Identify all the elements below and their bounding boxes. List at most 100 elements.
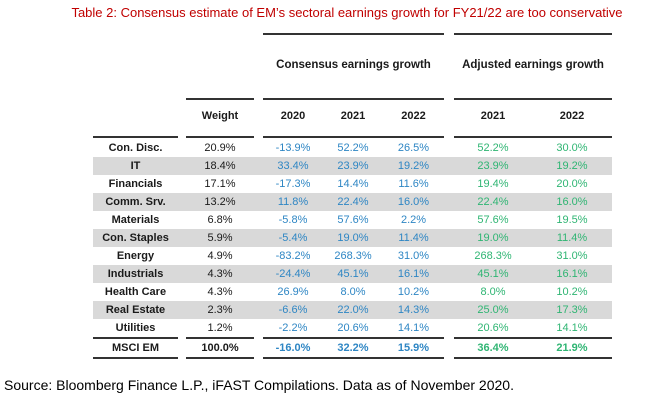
consensus-2021-value: 57.6% xyxy=(337,214,369,226)
consensus-2022-value: 31.0% xyxy=(397,250,430,262)
consensus-2021-value: 22.4% xyxy=(337,196,369,208)
table-title: Table 2: Consensus estimate of EM’s sect… xyxy=(71,5,623,20)
col-header-consensus-2021: 2021 xyxy=(340,110,366,122)
table-body: Con. Disc. 20.9% -13.9% 52.2% 26.5% 52.2… xyxy=(93,139,612,359)
sector-label: Utilities xyxy=(115,322,156,334)
consensus-2021-value: 22.0% xyxy=(337,304,369,316)
adjusted-2022-value: 14.1% xyxy=(556,322,588,334)
weight-value: 18.4% xyxy=(204,160,236,172)
consensus-2022-value: 15.9% xyxy=(397,342,430,354)
weight-value: 20.9% xyxy=(204,142,236,154)
sector-label: Financials xyxy=(108,178,163,190)
adjusted-2021-value: 20.6% xyxy=(477,322,509,334)
totals-bottom-rules xyxy=(93,357,612,359)
weight-value: 17.1% xyxy=(204,178,236,190)
consensus-2022-value: 11.4% xyxy=(398,232,429,244)
sector-label: Comm. Srv. xyxy=(105,196,166,208)
sector-label: Real Estate xyxy=(105,304,166,316)
totals-top-rules xyxy=(93,337,612,339)
group-header-consensus: Consensus earnings growth xyxy=(276,58,431,71)
adjusted-2022-value: 10.2% xyxy=(556,286,588,298)
sector-label: Con. Staples xyxy=(102,232,169,244)
sector-label: IT xyxy=(130,160,141,172)
weight-rule xyxy=(186,136,254,138)
consensus-2022-value: 19.2% xyxy=(397,160,430,172)
table-row: Con. Staples 5.9% -5.4% 19.0% 11.4% 19.0… xyxy=(93,229,612,247)
col-header-consensus-2022: 2022 xyxy=(401,110,426,122)
weight-value: 4.3% xyxy=(207,286,233,298)
sector-rule xyxy=(93,357,178,359)
sector-label: Materials xyxy=(111,214,160,226)
adjusted-2021-value: 36.4% xyxy=(477,342,509,354)
consensus-2021-value: 19.0% xyxy=(337,232,369,244)
consensus-2021-value: 20.6% xyxy=(337,322,369,334)
sector-label: Con. Disc. xyxy=(108,142,163,154)
adjusted-rule xyxy=(454,136,612,138)
consensus-2022-value: 14.1% xyxy=(397,322,430,334)
consensus-2022-value: 14.3% xyxy=(397,304,430,316)
adjusted-2021-value: 22.4% xyxy=(477,196,509,208)
weight-value: 13.2% xyxy=(204,196,236,208)
adjusted-2022-value: 16.1% xyxy=(556,268,588,280)
consensus-rule xyxy=(263,357,444,359)
adjusted-2021-value: 8.0% xyxy=(480,286,506,298)
col-header-adjusted-2022: 2022 xyxy=(559,110,585,122)
weight-value: 100.0% xyxy=(201,342,239,354)
table-row: Financials 17.1% -17.3% 14.4% 11.6% 19.4… xyxy=(93,175,612,193)
consensus-2020-value: 11.8% xyxy=(277,196,309,208)
consensus-2021-value: 32.2% xyxy=(337,342,369,354)
weight-rule xyxy=(186,357,254,359)
adjusted-rule xyxy=(454,357,612,359)
consensus-2021-value: 45.1% xyxy=(337,268,369,280)
sector-rule xyxy=(93,337,178,339)
weight-value: 4.9% xyxy=(207,250,233,262)
sector-label: MSCI EM xyxy=(111,342,160,354)
adjusted-mid-rule xyxy=(454,98,612,100)
adjusted-rule xyxy=(454,337,612,339)
earnings-growth-table: Consensus earnings growth Adjusted earni… xyxy=(93,33,612,359)
consensus-2021-value: 52.2% xyxy=(337,142,369,154)
adjusted-2022-value: 17.3% xyxy=(556,304,588,316)
col-header-consensus-2020: 2020 xyxy=(280,110,306,122)
adjusted-2021-value: 23.9% xyxy=(477,160,509,172)
sector-label: Energy xyxy=(116,250,155,262)
adjusted-2022-value: 11.4% xyxy=(556,232,588,244)
weight-value: 6.8% xyxy=(207,214,233,226)
weight-rule xyxy=(186,337,254,339)
consensus-2022-value: 10.2% xyxy=(397,286,430,298)
table-row: IT 18.4% 33.4% 23.9% 19.2% 23.9% 19.2% xyxy=(93,157,612,175)
adjusted-2022-value: 30.0% xyxy=(556,142,588,154)
consensus-2022-value: 11.6% xyxy=(398,178,429,190)
consensus-2020-value: -17.3% xyxy=(275,178,311,190)
weight-value: 4.3% xyxy=(207,268,233,280)
adjusted-2021-value: 25.0% xyxy=(477,304,509,316)
adjusted-2021-value: 57.6% xyxy=(477,214,509,226)
consensus-rule xyxy=(263,136,444,138)
weight-value: 1.2% xyxy=(207,322,233,334)
table-row: Energy 4.9% -83.2% 268.3% 31.0% 268.3% 3… xyxy=(93,247,612,265)
sector-label: Health Care xyxy=(104,286,167,298)
table-row: Real Estate 2.3% -6.6% 22.0% 14.3% 25.0%… xyxy=(93,301,612,319)
adjusted-2021-value: 45.1% xyxy=(477,268,509,280)
consensus-top-rule xyxy=(263,33,444,35)
adjusted-2022-value: 21.9% xyxy=(556,342,588,354)
consensus-2020-value: -2.2% xyxy=(278,322,308,334)
table-row: Industrials 4.3% -24.4% 45.1% 16.1% 45.1… xyxy=(93,265,612,283)
adjusted-2021-value: 268.3% xyxy=(474,250,512,262)
consensus-rule xyxy=(263,337,444,339)
table-row-msci-em-total: MSCI EM 100.0% -16.0% 32.2% 15.9% 36.4% … xyxy=(93,339,612,357)
consensus-2021-value: 8.0% xyxy=(340,286,366,298)
consensus-2021-value: 268.3% xyxy=(334,250,372,262)
header-bottom-rules xyxy=(93,136,612,138)
consensus-2020-value: -5.8% xyxy=(278,214,308,226)
consensus-2020-value: -6.6% xyxy=(278,304,308,316)
table-row: Utilities 1.2% -2.2% 20.6% 14.1% 20.6% 1… xyxy=(93,319,612,337)
group-header-row: Consensus earnings growth Adjusted earni… xyxy=(93,57,612,72)
adjusted-top-rule xyxy=(454,33,612,35)
adjusted-2021-value: 19.0% xyxy=(477,232,509,244)
table-row: Materials 6.8% -5.8% 57.6% 2.2% 57.6% 19… xyxy=(93,211,612,229)
table-row: Con. Disc. 20.9% -13.9% 52.2% 26.5% 52.2… xyxy=(93,139,612,157)
consensus-2020-value: -13.9% xyxy=(275,142,311,154)
consensus-mid-rule xyxy=(263,98,444,100)
